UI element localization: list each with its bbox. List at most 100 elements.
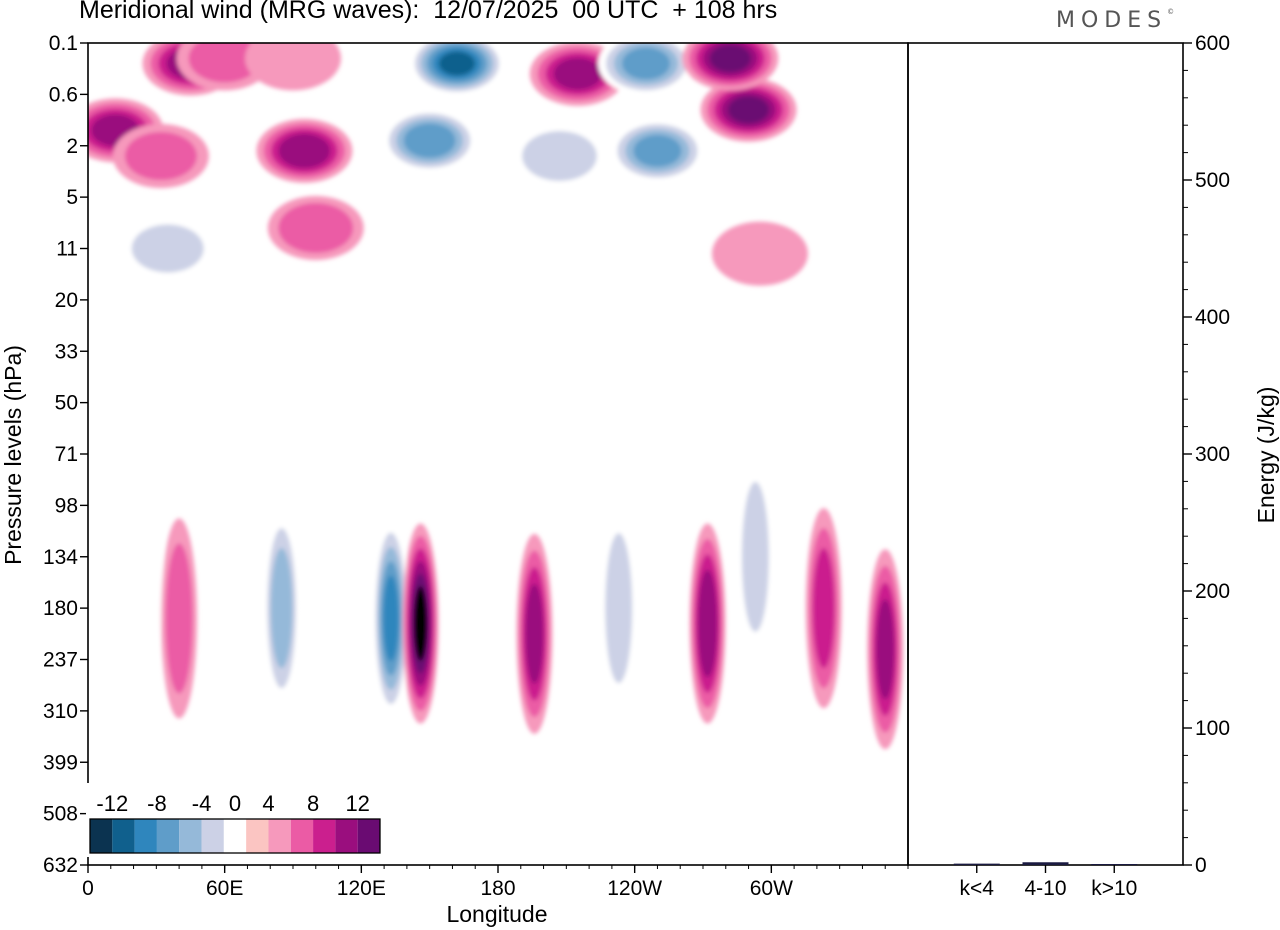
- heatmap-cell: [711, 221, 808, 286]
- heatmap-cell: [188, 43, 261, 83]
- colorbar-swatch: [90, 819, 113, 853]
- colorbar-label: 8: [307, 791, 319, 816]
- x-tick-label: 60W: [750, 877, 793, 900]
- brand-mark: ©: [1167, 8, 1175, 16]
- heatmap-cell: [522, 131, 597, 181]
- energy-tick-label: 500: [1195, 169, 1230, 192]
- colorbar-swatch: [290, 819, 314, 853]
- x-tick-label: 120W: [607, 877, 662, 900]
- heatmap-cell: [461, 508, 498, 709]
- colorbar-swatch: [357, 819, 380, 853]
- energy-category-label: 4-10: [1024, 877, 1066, 900]
- x-tick-label: 120E: [337, 877, 386, 900]
- y-tick-label: 50: [55, 392, 78, 415]
- colorbar-swatch: [179, 819, 202, 853]
- y-tick-label: 0.1: [49, 32, 78, 55]
- heatmap-cell: [278, 203, 354, 253]
- heatmap-cell: [709, 44, 751, 73]
- energy-axis-title: Energy (J/kg): [1253, 387, 1279, 524]
- y-tick-label: 5: [66, 186, 78, 209]
- y-tick-label: 20: [55, 289, 78, 312]
- brand-name: MODES: [1056, 8, 1168, 33]
- heatmap-plot: [88, 43, 904, 750]
- x-tick-label: 60E: [206, 877, 243, 900]
- y-tick-label: 71: [55, 443, 78, 466]
- colorbar-swatch: [201, 819, 224, 853]
- heatmap-cell: [126, 472, 163, 673]
- colorbar-swatch: [156, 819, 180, 853]
- y-tick-label: 399: [43, 751, 78, 774]
- colorbar-swatch: [313, 819, 336, 853]
- brand-logo: MODES©: [1056, 8, 1174, 33]
- heatmap-cell: [876, 599, 895, 700]
- x-tick-label: 0: [82, 877, 94, 900]
- y-tick-label: 180: [43, 597, 78, 620]
- colorbar-frame: [89, 818, 381, 854]
- heatmap-cell: [697, 569, 718, 678]
- y-tick-label: 310: [43, 700, 78, 723]
- y-tick-label: 632: [43, 854, 78, 877]
- energy-bar: [953, 863, 1000, 865]
- energy-tick-label: 0: [1195, 854, 1207, 877]
- colorbar-label: 0: [229, 791, 241, 816]
- y-axis: 0.1 0.6 2 5 11 20 33 50 71 98 134 180 237 310 399 508 63…: [43, 32, 88, 877]
- heatmap-frame: [87, 42, 909, 866]
- colorbar-swatch: [134, 819, 157, 853]
- y-tick-label: 11: [56, 238, 78, 261]
- heatmap-cell: [605, 533, 633, 684]
- colorbar-label: -8: [147, 791, 167, 816]
- heatmap-cell: [278, 133, 331, 169]
- energy-tick-label: 200: [1195, 580, 1230, 603]
- heatmap-cell: [270, 548, 293, 669]
- heatmap-cell: [131, 224, 204, 273]
- energy-tick-label: 100: [1195, 717, 1230, 740]
- y-tick-label: 33: [55, 340, 78, 363]
- heatmap-cell: [622, 47, 671, 80]
- energy-category-label: k<4: [960, 877, 995, 900]
- heatmap-cell: [812, 548, 835, 669]
- y-tick-label: 508: [43, 803, 78, 826]
- colorbar-label: -12: [96, 791, 128, 816]
- heatmap-cell: [553, 57, 602, 90]
- energy-bar: [1091, 864, 1138, 865]
- heatmap-cell: [633, 134, 682, 167]
- heatmap-cell: [403, 123, 456, 158]
- heatmap-cell: [245, 43, 341, 91]
- colorbar-legend: -12 -8 -4 0 4 8 12: [86, 783, 384, 857]
- energy-tick-label: 600: [1195, 32, 1230, 55]
- energy-category-label: k>10: [1091, 877, 1137, 900]
- colorbar-label: 12: [345, 791, 369, 816]
- heatmap-cell: [525, 583, 544, 684]
- x-tick-label: 180: [480, 877, 515, 900]
- colorbar-swatch: [246, 819, 269, 853]
- y-tick-label: 2: [66, 135, 78, 158]
- y-axis-title: Pressure levels (hPa): [0, 345, 26, 565]
- heatmap-cell: [727, 96, 770, 124]
- energy-tick-label: 300: [1195, 443, 1230, 466]
- heatmap-cell: [165, 543, 193, 694]
- y-tick-label: 134: [43, 546, 78, 569]
- energy-bar: [1022, 862, 1069, 865]
- colorbar-swatch: [223, 819, 247, 853]
- colorbar-swatch: [335, 819, 358, 853]
- heatmap-cell: [124, 132, 197, 181]
- energy-tick-label: 400: [1195, 306, 1230, 329]
- colorbar-label: 4: [262, 791, 274, 816]
- heatmap-cell: [413, 586, 428, 662]
- heatmap-cell: [741, 481, 769, 632]
- colorbar-swatch: [112, 819, 135, 853]
- heatmap-cell: [439, 51, 475, 76]
- x-axis-title: Longitude: [446, 901, 547, 927]
- x-axis: 0 60E 120E 180 120W 60W: [82, 865, 909, 900]
- energy-bar-chart: 0 100 200 300 400 500 600 k<4 4-10 k>10: [953, 32, 1230, 900]
- y-tick-label: 98: [55, 494, 78, 517]
- colorbar-swatch: [268, 819, 291, 853]
- chart-title: Meridional wind (MRG waves): 12/07/2025 …: [79, 0, 778, 24]
- heatmap-cell: [383, 575, 399, 662]
- colorbar-label: -4: [192, 791, 212, 816]
- energy-frame: [907, 42, 1184, 866]
- heatmap-contours: [88, 43, 904, 750]
- y-tick-label: 0.6: [49, 83, 78, 106]
- y-tick-label: 237: [43, 649, 78, 672]
